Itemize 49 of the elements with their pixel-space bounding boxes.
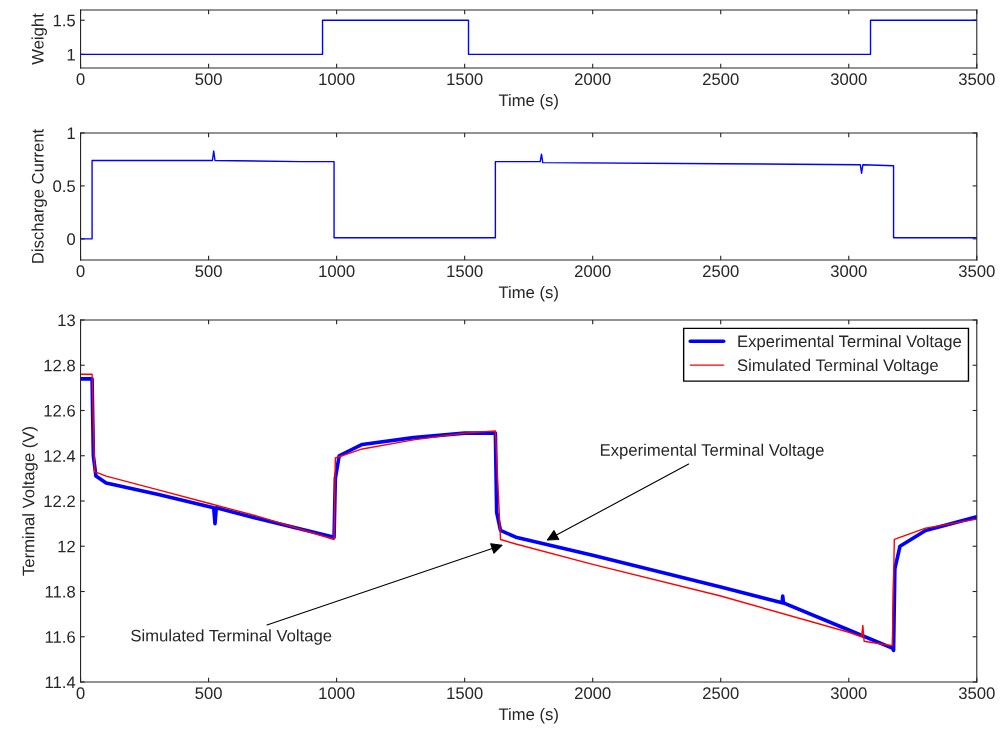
y-tick-label: 0 [67, 233, 76, 246]
x-tick-label: 2500 [703, 265, 739, 278]
x-tick-label: 1000 [319, 73, 355, 86]
x-tick-label: 2500 [703, 73, 739, 86]
x-tick-label: 2000 [574, 265, 611, 278]
x-tick-label: 0 [76, 265, 85, 278]
x-tick-label: 2000 [574, 73, 611, 86]
x-tick-label: 3000 [830, 687, 867, 700]
x-axis-title: Time (s) [498, 707, 558, 724]
x-tick-label: 0 [76, 73, 85, 86]
x-axis-title: Time (s) [498, 285, 558, 302]
x-tick-label: 500 [195, 265, 222, 278]
y-axis-title: Terminal Voltage (V) [22, 427, 38, 576]
y-axis-title: Discharge Current [31, 129, 47, 263]
y-tick-label: 1 [67, 48, 75, 61]
x-tick-label: 3500 [958, 73, 995, 86]
x-tick-label: 1000 [319, 265, 355, 278]
x-tick-label: 1500 [447, 687, 483, 700]
x-tick-label: 500 [195, 73, 222, 86]
x-tick-label: 3500 [958, 265, 995, 278]
y-tick-label: 11.4 [45, 676, 76, 689]
annotation: Simulated Terminal Voltage [131, 629, 332, 645]
x-tick-label: 2000 [574, 687, 611, 700]
line-series [80, 150, 977, 240]
y-tick-label: 12 [58, 540, 75, 553]
y-tick-label: 13 [58, 314, 75, 327]
x-tick-label: 3000 [830, 265, 867, 278]
y-tick-label: 12.4 [44, 450, 76, 462]
y-tick-label: 11.6 [45, 631, 75, 643]
x-tick-label: 0 [76, 687, 85, 700]
x-tick-label: 1500 [447, 265, 483, 278]
x-tick-label: 1000 [319, 687, 355, 700]
x-tick-label: 3000 [830, 73, 867, 86]
y-tick-label: 1.5 [53, 14, 75, 27]
legend-label: Experimental Terminal Voltage [738, 335, 962, 351]
x-axis-title: Time (s) [498, 93, 558, 110]
y-tick-label: 12.8 [44, 359, 75, 372]
x-tick-label: 3500 [958, 687, 995, 700]
x-tick-label: 2500 [703, 687, 739, 700]
y-tick-label: 11.8 [45, 585, 75, 598]
x-tick-label: 500 [195, 687, 222, 700]
legend-label: Simulated Terminal Voltage [737, 358, 938, 375]
y-tick-label: 12.6 [44, 404, 75, 417]
y-axis-title: Weight [31, 13, 47, 65]
y-tick-label: 0.5 [53, 180, 75, 193]
y-tick-label: 1 [67, 127, 75, 140]
annotation: Experimental Terminal Voltage [600, 443, 824, 460]
y-tick-label: 12.2 [44, 495, 75, 508]
x-tick-label: 1500 [447, 73, 483, 86]
